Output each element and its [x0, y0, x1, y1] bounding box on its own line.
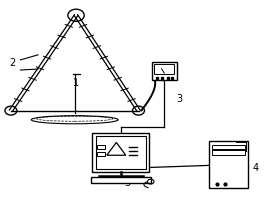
- FancyBboxPatch shape: [97, 152, 105, 157]
- FancyBboxPatch shape: [152, 63, 176, 81]
- FancyBboxPatch shape: [96, 136, 146, 170]
- FancyBboxPatch shape: [212, 151, 245, 155]
- FancyBboxPatch shape: [97, 145, 105, 149]
- Text: 3: 3: [176, 94, 182, 104]
- Text: 4: 4: [252, 163, 258, 173]
- Text: 2: 2: [9, 58, 16, 68]
- FancyBboxPatch shape: [154, 65, 174, 75]
- FancyBboxPatch shape: [209, 141, 248, 188]
- FancyBboxPatch shape: [92, 133, 149, 173]
- Text: 5: 5: [125, 177, 131, 187]
- FancyBboxPatch shape: [212, 145, 245, 149]
- FancyBboxPatch shape: [91, 178, 151, 183]
- Text: 1: 1: [73, 78, 79, 88]
